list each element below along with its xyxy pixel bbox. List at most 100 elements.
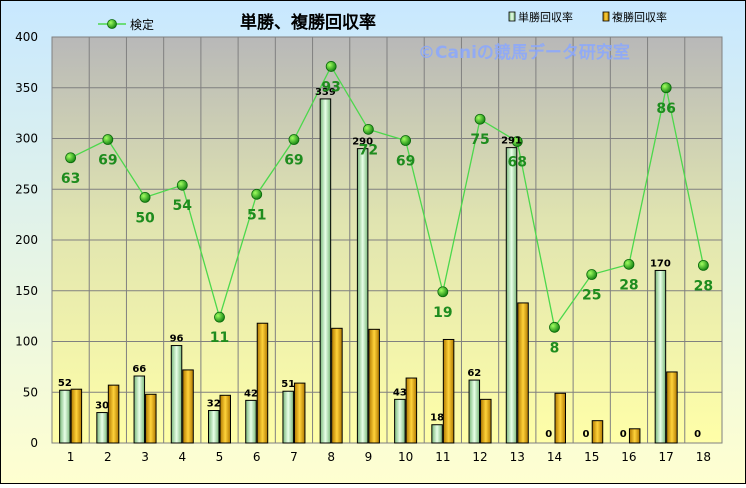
test-point xyxy=(623,258,635,270)
test-label: 63 xyxy=(61,171,80,187)
x-tick-label: 4 xyxy=(178,450,186,464)
x-axis-ticks: 1 2 3 4 5 6 7 8 9 10 11 12 13 14 15 16 17 18 xyxy=(67,450,711,464)
test-label: 25 xyxy=(582,288,601,304)
y-tick-label: 350 xyxy=(15,81,38,95)
x-tick-label: 2 xyxy=(104,450,112,464)
x-tick-label: 9 xyxy=(365,450,373,464)
test-label: 54 xyxy=(173,198,193,214)
test-point xyxy=(176,179,188,191)
test-label: 50 xyxy=(135,210,155,226)
bar-place xyxy=(442,338,455,444)
x-tick-label: 8 xyxy=(327,450,335,464)
bar-win-label: 170 xyxy=(650,258,671,269)
test-point xyxy=(139,191,151,203)
bar-place xyxy=(331,327,343,444)
bar-win xyxy=(431,424,443,444)
x-tick-label: 1 xyxy=(67,450,75,464)
bar-win xyxy=(133,375,146,444)
test-label: 19 xyxy=(433,305,452,321)
data-labels: 52 30 66 96 32 42 51 339 290 43 18 62 291 0 0 0 170 0 63 69… xyxy=(58,79,713,440)
x-tick-label: 15 xyxy=(584,450,599,464)
test-label: 72 xyxy=(359,142,378,158)
legend-label-place: 複勝回収率 xyxy=(612,10,667,24)
bar-win xyxy=(208,410,220,444)
bar-win xyxy=(170,345,183,444)
test-label: 93 xyxy=(321,79,340,95)
bars xyxy=(59,98,678,444)
x-tick-label: 16 xyxy=(621,450,636,464)
test-point xyxy=(325,61,337,72)
test-label: 68 xyxy=(508,155,527,171)
y-tick-label: 400 xyxy=(15,30,38,44)
grid-lines xyxy=(51,36,723,444)
test-point xyxy=(251,188,263,200)
test-label: 28 xyxy=(619,277,638,293)
test-line xyxy=(70,65,705,329)
bar-place xyxy=(480,398,492,444)
test-point xyxy=(511,136,523,147)
test-label: 11 xyxy=(210,330,229,346)
x-tick-label: 14 xyxy=(547,450,562,464)
bar-place xyxy=(517,302,529,444)
test-label: 69 xyxy=(396,154,415,170)
bar-win-label: 96 xyxy=(170,334,184,345)
y-tick-label: 0 xyxy=(30,436,38,450)
bar-win-label: 32 xyxy=(207,399,221,410)
test-label: 75 xyxy=(470,132,489,148)
test-point xyxy=(214,311,225,323)
bar-win xyxy=(319,98,332,444)
bar-win xyxy=(96,412,108,444)
bar-win-label: 62 xyxy=(467,368,481,379)
legend-line-marker xyxy=(107,19,117,29)
x-tick-label: 12 xyxy=(472,450,487,464)
y-tick-label: 100 xyxy=(15,335,38,349)
test-point xyxy=(474,113,486,125)
y-tick-label: 300 xyxy=(15,132,38,146)
bar-win-label: 0 xyxy=(582,429,589,440)
x-tick-label: 5 xyxy=(216,450,224,464)
x-tick-label: 6 xyxy=(253,450,261,464)
bar-place xyxy=(591,420,604,444)
test-point xyxy=(586,269,598,280)
bar-win-label: 66 xyxy=(132,364,146,375)
legend: 検定 単勝回収率 複勝回収率 xyxy=(98,10,667,32)
bar-win-label: 0 xyxy=(694,429,701,440)
legend-win-swatch xyxy=(508,11,516,22)
test-point xyxy=(549,321,560,333)
test-point xyxy=(362,123,374,135)
bar-win xyxy=(468,379,481,444)
x-tick-label: 11 xyxy=(435,450,450,464)
test-label: 28 xyxy=(694,278,713,294)
bar-place xyxy=(628,428,641,444)
x-tick-label: 13 xyxy=(510,450,525,464)
bar-place xyxy=(145,393,157,444)
bar-place xyxy=(666,371,678,444)
test-label: 69 xyxy=(284,153,303,169)
test-point xyxy=(400,135,412,146)
bar-win-label: 52 xyxy=(58,378,72,389)
y-tick-label: 50 xyxy=(23,385,38,399)
bar-win-label: 0 xyxy=(620,429,627,440)
bar-win-label: 30 xyxy=(95,401,109,412)
y-axis-ticks: 0 50 100 150 200 250 300 350 400 xyxy=(15,30,38,450)
bar-place xyxy=(182,369,194,444)
bar-place xyxy=(368,328,380,444)
test-label: 86 xyxy=(656,101,675,117)
test-label: 51 xyxy=(247,207,266,223)
bar-win xyxy=(245,399,257,444)
bar-win-label: 290 xyxy=(352,137,373,148)
bar-win xyxy=(356,148,369,444)
x-tick-label: 17 xyxy=(659,450,674,464)
bar-win xyxy=(59,389,71,444)
chart-title: 単勝、複勝回収率 xyxy=(240,12,376,33)
test-point xyxy=(660,82,672,94)
bar-place xyxy=(219,394,231,444)
bar-win-label: 291 xyxy=(501,136,522,147)
bar-win xyxy=(654,269,667,444)
bar-win-label: 43 xyxy=(393,387,407,398)
bar-win xyxy=(394,398,406,444)
legend-label-win: 単勝回収率 xyxy=(518,10,573,24)
bar-place xyxy=(405,377,418,444)
